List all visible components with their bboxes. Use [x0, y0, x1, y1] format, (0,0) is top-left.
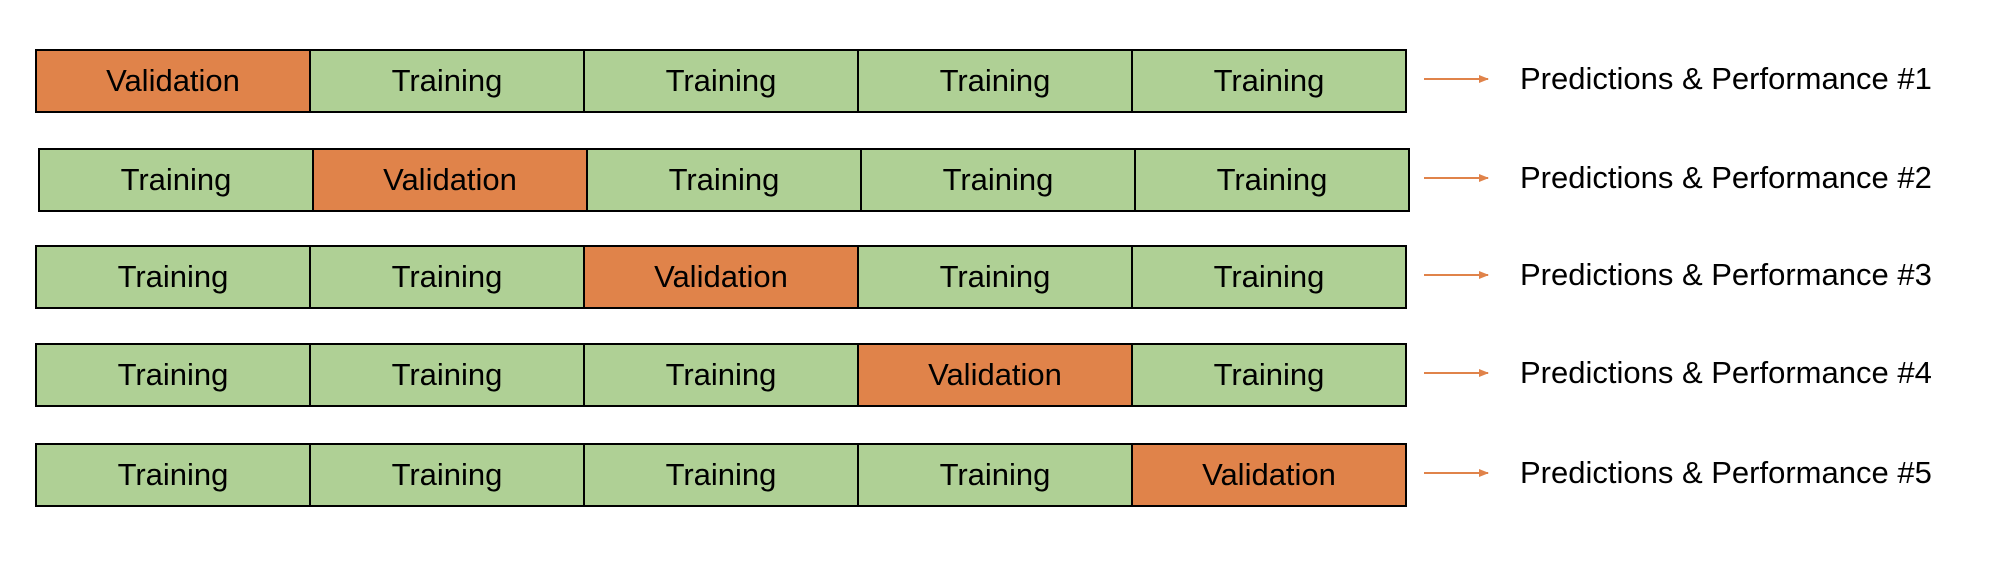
result-label: Predictions & Performance #5 [1520, 455, 1932, 490]
fold-label: Training [118, 357, 229, 392]
fold-label: Training [666, 63, 777, 98]
fold-cell [583, 49, 859, 113]
fold-label: Training [1214, 259, 1325, 294]
fold-cell [1131, 49, 1407, 113]
fold-cell [860, 148, 1136, 212]
fold-label: Training [940, 259, 1051, 294]
fold-label: Validation [928, 357, 1062, 392]
fold-label: Training [1217, 162, 1328, 197]
result-label: Predictions & Performance #3 [1520, 257, 1932, 292]
result-label: Predictions & Performance #1 [1520, 61, 1932, 96]
fold-label: Training [669, 162, 780, 197]
fold-label: Training [392, 357, 503, 392]
fold-cell [857, 245, 1133, 309]
fold-cell [857, 443, 1133, 507]
fold-label: Validation [654, 259, 788, 294]
fold-label: Training [940, 457, 1051, 492]
fold-cell [309, 343, 585, 407]
result-label: Predictions & Performance #4 [1520, 355, 1932, 390]
fold-label: Training [392, 457, 503, 492]
fold-label: Training [943, 162, 1054, 197]
fold-cell [309, 245, 585, 309]
fold-label: Validation [383, 162, 517, 197]
fold-cell [38, 148, 314, 212]
fold-label: Validation [106, 63, 240, 98]
fold-cell [35, 245, 311, 309]
fold-label: Training [666, 357, 777, 392]
fold-cell [1131, 245, 1407, 309]
fold-cell [857, 343, 1133, 407]
fold-cell [35, 443, 311, 507]
fold-cell [1131, 343, 1407, 407]
fold-cell [35, 343, 311, 407]
fold-label: Training [392, 63, 503, 98]
fold-cell [1131, 443, 1407, 507]
fold-cell [583, 343, 859, 407]
fold-label: Training [666, 457, 777, 492]
fold-label: Training [392, 259, 503, 294]
fold-cell [309, 49, 585, 113]
fold-label: Validation [1202, 457, 1336, 492]
fold-label: Training [121, 162, 232, 197]
fold-cell [1134, 148, 1410, 212]
fold-label: Training [1214, 63, 1325, 98]
fold-label: Training [1214, 357, 1325, 392]
fold-label: Training [940, 63, 1051, 98]
fold-label: Training [118, 259, 229, 294]
fold-cell [35, 49, 311, 113]
fold-label: Training [118, 457, 229, 492]
fold-cell [309, 443, 585, 507]
result-label: Predictions & Performance #2 [1520, 160, 1932, 195]
